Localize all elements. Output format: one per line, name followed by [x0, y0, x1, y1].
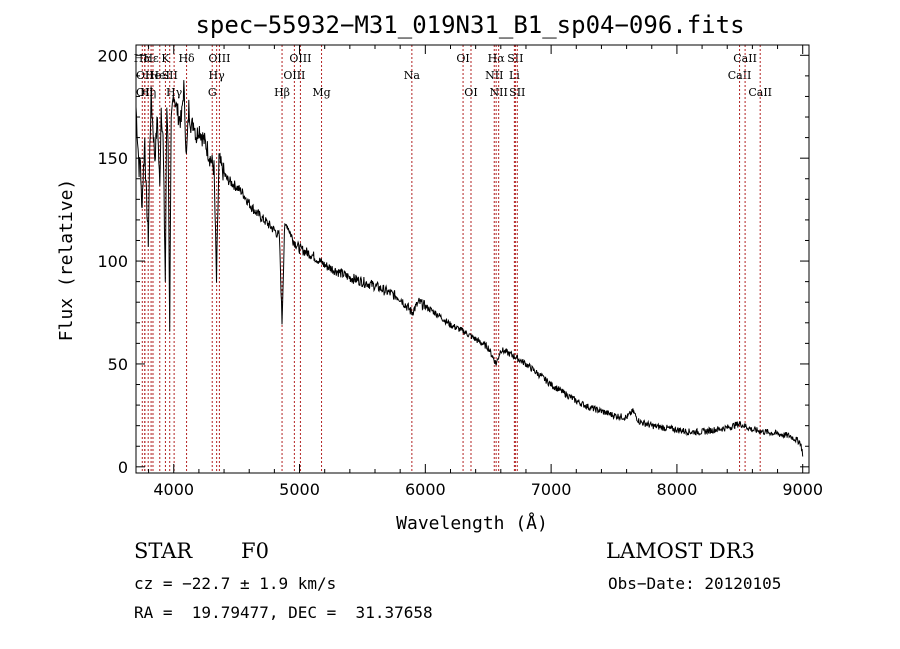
line-label-23: NII: [490, 86, 508, 99]
line-label-20: OI: [464, 86, 477, 99]
line-label-8: SII: [162, 69, 178, 82]
x-tick-label-1: 5000: [279, 480, 320, 499]
spectrum-line: [135, 80, 804, 457]
line-label-14: Hβ: [274, 86, 290, 99]
survey-name: LAMOST DR3: [606, 539, 755, 563]
line-label-16: OIII: [289, 52, 311, 65]
chart-title: spec−55932−M31_019N31_B1_sp04−096.fits: [195, 11, 744, 39]
x-tick-label-5: 9000: [782, 480, 823, 499]
line-label-13: OIII: [208, 52, 230, 65]
line-label-22: Hα: [488, 52, 506, 65]
x-tick-label-0: 4000: [153, 480, 194, 499]
observation-date: Obs−Date: 20120105: [608, 574, 782, 593]
line-label-24: Li: [509, 69, 520, 82]
object-subclass: F0: [241, 539, 269, 563]
line-label-5: He: [145, 69, 161, 82]
line-label-4: Hε: [143, 52, 159, 65]
line-label-7: K: [161, 52, 170, 65]
line-label-15: OIII: [283, 69, 305, 82]
x-tick-label-4: 8000: [657, 480, 698, 499]
ra-dec-coordinates: RA = 19.79477, DEC = 31.37658: [134, 603, 433, 622]
line-label-10: Hδ: [178, 52, 195, 65]
line-label-29: CaII: [748, 86, 772, 99]
spectrum-series: [135, 80, 804, 457]
line-label-28: CaII: [733, 52, 757, 65]
line-label-3: Hη: [140, 86, 156, 99]
line-label-21: NII: [485, 69, 503, 82]
x-tick-label-3: 7000: [531, 480, 572, 499]
y-tick-label-2: 100: [97, 252, 128, 271]
y-tick-label-3: 150: [97, 149, 128, 168]
redshift-cz: cz = −22.7 ± 1.9 km/s: [134, 574, 337, 593]
line-label-17: Mg: [312, 86, 330, 99]
line-label-25: SII: [507, 52, 523, 65]
line-label-26: SII: [509, 86, 525, 99]
x-axis-label: Wavelength (Å): [396, 512, 548, 534]
line-label-11: G: [208, 86, 217, 99]
y-tick-label-4: 200: [97, 46, 128, 65]
line-label-6: HeI: [150, 69, 170, 82]
axis-ticks: 4000 5000 6000 7000 8000 9000 0 50 100 150 200: [97, 45, 823, 499]
line-label-2: OII: [136, 86, 154, 99]
line-label-19: OI: [456, 52, 469, 65]
y-tick-label-0: 0: [118, 458, 128, 477]
line-label-18: Na: [404, 69, 421, 82]
x-tick-label-2: 6000: [405, 480, 446, 499]
line-label-1: OII: [136, 69, 154, 82]
plot-frame: [135, 44, 810, 474]
object-class: STAR: [134, 539, 193, 563]
line-label-9: Hγ: [166, 86, 183, 99]
spectrum-chart: spec−55932−M31_019N31_B1_sp04−096.fits H…: [56, 11, 823, 534]
y-axis-label: Flux (relative): [56, 179, 77, 342]
line-label-12: Hγ: [209, 69, 226, 82]
line-label-27: CaII: [728, 69, 752, 82]
y-tick-label-1: 50: [108, 355, 128, 374]
spectral-line-markers: HαOIIOIIHηHεHeHeIKSIIHγHδGHγOIIIHβOIIIOI…: [134, 45, 772, 473]
